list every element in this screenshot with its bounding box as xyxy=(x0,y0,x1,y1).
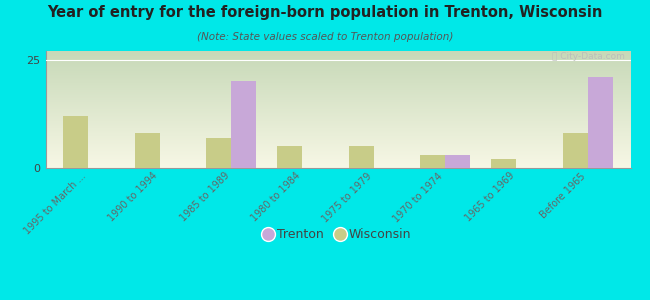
Text: (Note: State values scaled to Trenton population): (Note: State values scaled to Trenton po… xyxy=(197,32,453,41)
Legend: Trenton, Wisconsin: Trenton, Wisconsin xyxy=(259,223,417,246)
Text: Ⓡ City-Data.com: Ⓡ City-Data.com xyxy=(552,52,625,61)
Bar xyxy=(135,133,160,168)
Bar xyxy=(420,155,445,168)
Text: Year of entry for the foreign-born population in Trenton, Wisconsin: Year of entry for the foreign-born popul… xyxy=(47,4,603,20)
Bar xyxy=(491,159,516,168)
Bar xyxy=(278,146,302,168)
Bar xyxy=(563,133,588,168)
Bar xyxy=(231,81,256,168)
Bar xyxy=(588,77,613,168)
Bar xyxy=(348,146,374,168)
Bar xyxy=(63,116,88,168)
Bar xyxy=(445,155,470,168)
Bar xyxy=(206,138,231,168)
